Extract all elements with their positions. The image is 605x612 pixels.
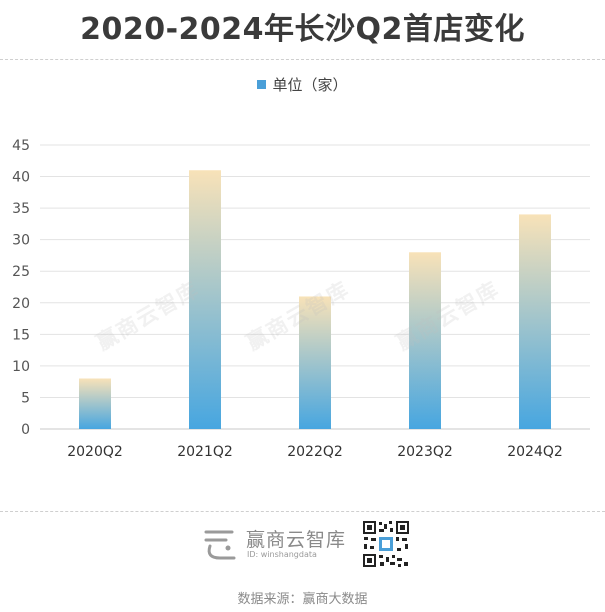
x-tick-label: 2024Q2 (507, 444, 563, 460)
title-divider (0, 59, 605, 60)
brand-logo-icon (204, 530, 236, 560)
bar-2020Q2[interactable] (79, 378, 111, 429)
y-tick-label: 5 (21, 390, 30, 406)
footer-divider (0, 511, 605, 512)
y-tick-label: 45 (12, 138, 30, 154)
x-tick-label: 2022Q2 (287, 444, 343, 460)
bar-2024Q2[interactable] (519, 214, 551, 429)
bar-chart: 2020Q2 2021Q2 2022Q2 2023Q2 2024Q2 0 5 10 15 20 2… (12, 138, 590, 460)
y-tick-label: 40 (12, 170, 30, 186)
bar-2022Q2[interactable] (299, 296, 331, 429)
y-tick-label: 30 (12, 233, 30, 249)
data-source: 数据来源：赢商大数据 (237, 592, 368, 607)
y-tick-label: 35 (12, 201, 30, 217)
y-tick-label: 10 (12, 359, 30, 375)
legend[interactable]: 单位（家） (0, 74, 605, 95)
x-tick-label: 2021Q2 (177, 444, 233, 460)
bar-2021Q2[interactable] (189, 170, 221, 429)
x-tick-label: 2020Q2 (67, 444, 123, 460)
page-title: 2020-2024年长沙Q2首店变化 (80, 12, 525, 47)
y-tick-label: 25 (12, 264, 30, 280)
brand-name: 赢商云智库 (246, 529, 347, 551)
qr-code-icon[interactable] (362, 520, 410, 568)
brand-id: ID: winshangdata (247, 550, 317, 559)
bar-2023Q2[interactable] (409, 252, 441, 429)
legend-swatch (257, 80, 267, 89)
x-tick-label: 2023Q2 (397, 444, 453, 460)
y-tick-label: 0 (21, 422, 30, 438)
legend-label: 单位（家） (272, 76, 348, 94)
y-tick-label: 15 (12, 327, 30, 343)
y-tick-label: 20 (12, 296, 30, 312)
